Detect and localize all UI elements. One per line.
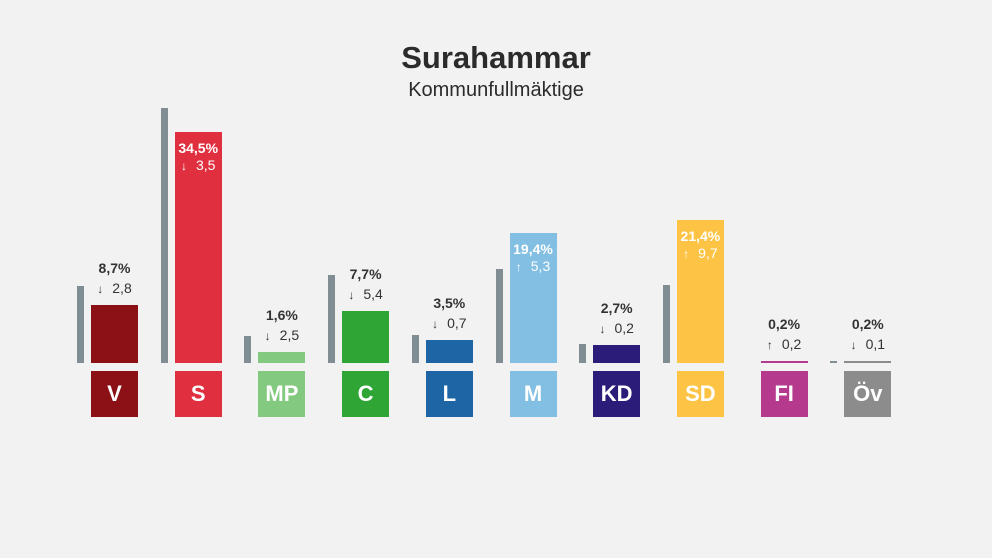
chart-title: Surahammar xyxy=(401,40,591,75)
value-label-fi: 0,2% xyxy=(768,316,801,332)
change-value: 2,8 xyxy=(112,279,132,296)
bar-mp xyxy=(258,352,306,363)
value-label-c: 7,7% xyxy=(349,266,382,283)
value-label-kd: 2,7% xyxy=(600,299,633,316)
change-value: 0,2 xyxy=(781,336,802,352)
bar-sd xyxy=(676,219,724,363)
value-label-ov: 0,2% xyxy=(851,316,884,332)
bar-fi xyxy=(760,361,808,363)
change-value: 3,5 xyxy=(195,156,216,173)
arrow-down-icon: ↓ xyxy=(180,158,187,173)
value-label-sd: 21,4% xyxy=(680,227,721,244)
previous-bar-v xyxy=(77,285,84,363)
arrow-up-icon: ↑ xyxy=(766,338,773,352)
party-label-fi: FI xyxy=(760,371,808,417)
change-value: 5,3 xyxy=(530,258,551,275)
bar-m xyxy=(509,233,557,363)
bar-ov xyxy=(844,361,892,363)
change-value: 0,2 xyxy=(614,319,634,336)
arrow-up-icon: ↑ xyxy=(515,260,522,275)
change-value: 9,7 xyxy=(698,244,718,261)
previous-bar-s xyxy=(160,108,168,363)
party-label-mp: MP xyxy=(258,371,306,417)
value-label-m: 19,4% xyxy=(513,241,553,258)
previous-bar-l xyxy=(411,334,419,363)
arrow-down-icon: ↓ xyxy=(264,329,271,344)
party-label-l: L xyxy=(425,371,473,417)
change-label-m: ↑ 5,3 xyxy=(510,258,557,274)
change-value: 0,1 xyxy=(865,336,886,352)
change-label-ov: ↓ 0,1 xyxy=(828,336,908,352)
change-value: 0,7 xyxy=(447,314,467,331)
change-label-v: ↓ 2,8 xyxy=(75,280,155,296)
value-label-s: 34,5% xyxy=(178,139,219,156)
change-label-l: ↓ 0,7 xyxy=(409,315,489,331)
party-label-ov: Öv xyxy=(844,371,892,417)
previous-bar-c xyxy=(328,275,336,363)
arrow-down-icon: ↓ xyxy=(348,288,355,303)
change-label-kd: ↓ 0,2 xyxy=(577,320,657,336)
previous-bar-mp xyxy=(244,335,252,363)
bar-c xyxy=(342,311,390,363)
value-label-l: 3,5% xyxy=(433,294,466,311)
arrow-down-icon: ↓ xyxy=(850,338,857,352)
previous-bar-m xyxy=(495,268,503,363)
arrow-down-icon: ↓ xyxy=(599,321,606,336)
party-label-sd: SD xyxy=(676,371,724,417)
previous-bar-kd xyxy=(579,343,587,363)
party-label-c: C xyxy=(342,371,390,417)
change-label-fi: ↑ 0,2 xyxy=(744,336,824,352)
party-label-m: M xyxy=(509,371,557,417)
bar-kd xyxy=(593,344,641,363)
bar-s xyxy=(174,131,222,363)
bar-v xyxy=(91,304,138,363)
arrow-up-icon: ↑ xyxy=(683,246,690,261)
arrow-down-icon: ↓ xyxy=(97,281,104,296)
previous-bar-ov xyxy=(830,360,838,363)
party-label-s: S xyxy=(174,371,222,417)
value-label-v: 8,7% xyxy=(98,259,131,276)
change-label-c: ↓ 5,4 xyxy=(326,286,406,302)
arrow-down-icon: ↓ xyxy=(432,316,439,331)
change-label-sd: ↑ 9,7 xyxy=(677,245,724,261)
change-label-s: ↓ 3,5 xyxy=(175,157,222,173)
change-value: 5,4 xyxy=(363,286,383,303)
party-label-v: V xyxy=(91,371,138,417)
change-value: 2,5 xyxy=(279,327,300,344)
party-label-kd: KD xyxy=(593,371,641,417)
bar-l xyxy=(425,339,473,363)
previous-bar-sd xyxy=(662,284,670,363)
value-label-mp: 1,6% xyxy=(265,307,298,324)
chart-subtitle: Kommunfullmäktige xyxy=(408,79,584,101)
change-label-mp: ↓ 2,5 xyxy=(242,327,322,343)
